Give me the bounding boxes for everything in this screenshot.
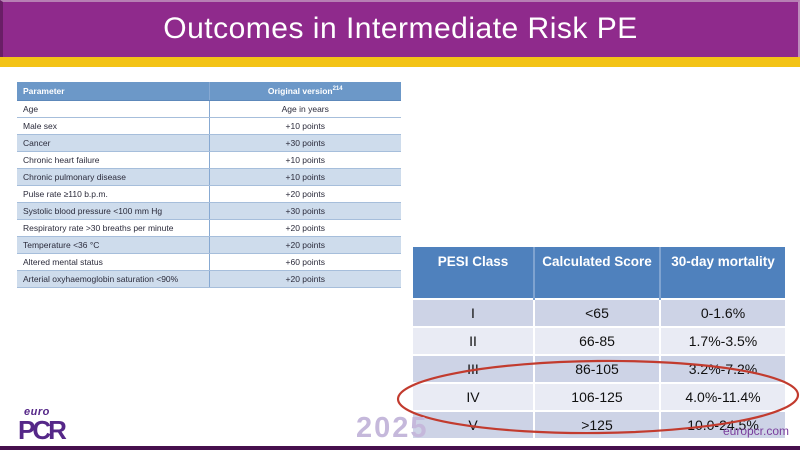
score-cell: 66-85: [533, 326, 660, 355]
pesi-value-cell: +10 points: [208, 117, 401, 135]
table-row: Temperature <36 °C +20 points: [17, 236, 401, 254]
table-row: Male sex +10 points: [17, 117, 401, 135]
pesi-value-cell: +30 points: [208, 134, 401, 152]
pesi-value-cell: +20 points: [208, 236, 401, 254]
pesi-parameters-table: Parameter Original version214 Age Age in…: [17, 82, 401, 288]
mortality-cell: 0-1.6%: [659, 298, 785, 327]
logo-pcr-text: PCR: [18, 415, 67, 445]
page-title: Outcomes in Intermediate Risk PE: [163, 12, 638, 45]
year-label: 2025: [356, 412, 429, 444]
table-row: Chronic heart failure +10 points: [17, 151, 401, 169]
pesi-value-cell: +20 points: [208, 270, 401, 288]
europcr-logo: euro PCR: [18, 406, 67, 445]
gold-accent-bar: [0, 57, 800, 67]
pesi-value-cell: Age in years: [208, 100, 401, 118]
pesi-parameter-cell: Male sex: [17, 117, 209, 135]
mortality-cell: 3.2%-7.2%: [659, 354, 785, 383]
table-row: Cancer +30 points: [17, 134, 401, 152]
class-header-pesi-class: PESI Class: [413, 247, 534, 299]
pesi-parameter-cell: Respiratory rate >30 breaths per minute: [17, 219, 209, 237]
table-header-row: Parameter Original version214: [17, 82, 401, 101]
bottom-accent-bar: [0, 446, 800, 450]
class-header-mortality: 30-day mortality: [659, 247, 785, 299]
pesi-value-cell: +20 points: [208, 219, 401, 237]
class-cell: V: [413, 410, 534, 438]
table-row: II 66-85 1.7%-3.5%: [413, 326, 785, 355]
score-cell: 106-125: [533, 382, 660, 411]
pesi-parameter-cell: Chronic pulmonary disease: [17, 168, 209, 186]
class-cell: I: [413, 298, 534, 327]
table-row: I <65 0-1.6%: [413, 298, 785, 327]
pesi-parameter-cell: Systolic blood pressure <100 mm Hg: [17, 202, 209, 220]
table-row: III 86-105 3.2%-7.2%: [413, 354, 785, 383]
pesi-header-parameter: Parameter: [17, 82, 209, 101]
score-cell: >125: [533, 410, 660, 438]
pesi-value-cell: +30 points: [208, 202, 401, 220]
title-bar: Outcomes in Intermediate Risk PE: [0, 0, 800, 57]
pesi-value-cell: +10 points: [208, 168, 401, 186]
pesi-value-cell: +10 points: [208, 151, 401, 169]
pesi-header-version: Original version214: [208, 82, 401, 101]
table-row: Age Age in years: [17, 100, 401, 118]
pesi-class-table: PESI Class Calculated Score 30-day morta…: [413, 247, 785, 438]
table-row: Respiratory rate >30 breaths per minute …: [17, 219, 401, 237]
website-label: europcr.com: [722, 424, 789, 438]
class-cell: IV: [413, 382, 534, 411]
pesi-parameter-cell: Pulse rate ≥110 b.p.m.: [17, 185, 209, 203]
pesi-parameter-cell: Arterial oxyhaemoglobin saturation <90%: [17, 270, 209, 288]
reference-superscript: 214: [332, 86, 343, 93]
score-cell: <65: [533, 298, 660, 327]
mortality-cell: 4.0%-11.4%: [659, 382, 785, 411]
class-cell: II: [413, 326, 534, 355]
pesi-parameter-cell: Age: [17, 100, 209, 118]
pesi-value-cell: +20 points: [208, 185, 401, 203]
table-row: Altered mental status +60 points: [17, 253, 401, 271]
mortality-cell: 1.7%-3.5%: [659, 326, 785, 355]
table-header-row: PESI Class Calculated Score 30-day morta…: [413, 247, 785, 299]
table-row: Pulse rate ≥110 b.p.m. +20 points: [17, 185, 401, 203]
class-cell: III: [413, 354, 534, 383]
pesi-value-cell: +60 points: [208, 253, 401, 271]
table-row: IV 106-125 4.0%-11.4%: [413, 382, 785, 411]
pesi-header-version-label: Original version: [267, 86, 333, 96]
class-header-score: Calculated Score: [533, 247, 660, 299]
table-row: Chronic pulmonary disease +10 points: [17, 168, 401, 186]
score-cell: 86-105: [533, 354, 660, 383]
pesi-parameter-cell: Cancer: [17, 134, 209, 152]
table-row: Systolic blood pressure <100 mm Hg +30 p…: [17, 202, 401, 220]
logo-euro-text: euro: [24, 406, 50, 418]
pesi-parameter-cell: Temperature <36 °C: [17, 236, 209, 254]
table-row: Arterial oxyhaemoglobin saturation <90% …: [17, 270, 401, 288]
pesi-parameter-cell: Altered mental status: [17, 253, 209, 271]
pesi-parameter-cell: Chronic heart failure: [17, 151, 209, 169]
